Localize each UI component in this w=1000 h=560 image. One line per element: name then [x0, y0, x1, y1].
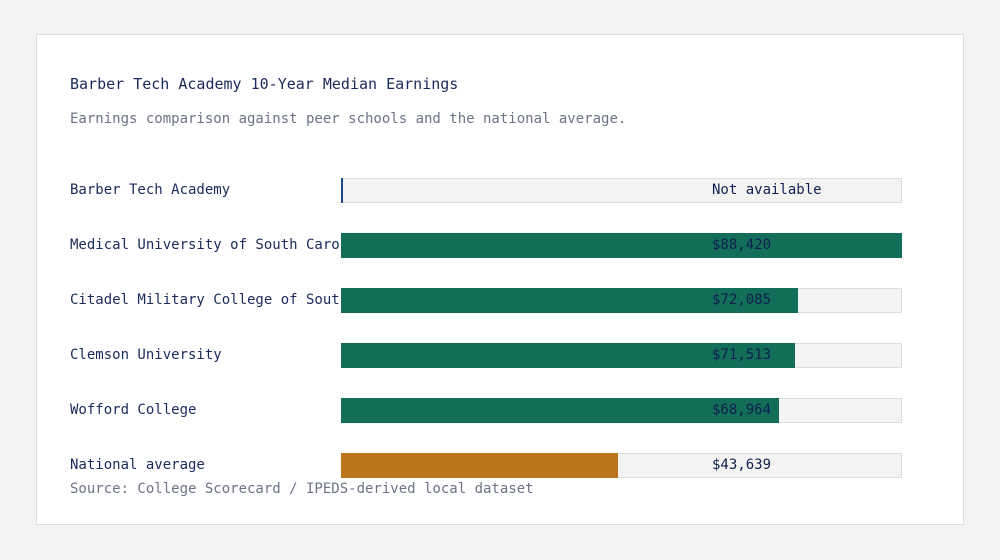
bar-track: Not available [341, 178, 902, 203]
value-label: Not available [712, 182, 822, 198]
chart-subtitle: Earnings comparison against peer schools… [70, 111, 627, 127]
category-label: Wofford College [70, 402, 197, 418]
category-label: National average [70, 457, 205, 473]
earnings-bar [341, 288, 798, 313]
bar-track: $43,639 [341, 453, 902, 478]
bar-rows: Barber Tech Academy Not available Medical … [70, 178, 902, 508]
category-label: Clemson University [70, 347, 222, 363]
earnings-bar [341, 343, 795, 368]
bar-track: $72,085 [341, 288, 902, 313]
chart-source: Source: College Scorecard / IPEDS-derive… [70, 481, 534, 497]
bar-track: $68,964 [341, 398, 902, 423]
earnings-bar [341, 398, 779, 423]
category-label: Barber Tech Academy [70, 182, 231, 198]
national-average-bar [341, 453, 618, 478]
bar-track: $71,513 [341, 343, 902, 368]
category-label: Medical University of South Carolina [70, 237, 341, 253]
category-label: Citadel Military College of South Caroli… [70, 292, 341, 308]
value-label: $71,513 [712, 347, 772, 363]
chart-title: Barber Tech Academy 10-Year Median Earni… [70, 75, 459, 93]
bar-row-national-average: National average $43,639 [70, 453, 902, 478]
bar-row-wofford-college: Wofford College $68,964 [70, 398, 902, 423]
value-label: $68,964 [712, 402, 772, 418]
earnings-bar [341, 233, 902, 258]
bar-track: $88,420 [341, 233, 902, 258]
value-label: $72,085 [712, 292, 772, 308]
value-label: $88,420 [712, 237, 772, 253]
bar-row-barber-tech-academy: Barber Tech Academy Not available [70, 178, 902, 203]
bar-row-medical-university-of-south-carolina: Medical University of South Carolina $88,… [70, 233, 902, 258]
bar-row-citadel-military-college-of-south-carolina: Citadel Military College of South Caroli… [70, 288, 902, 313]
bar-row-clemson-university: Clemson University $71,513 [70, 343, 902, 368]
missing-value-marker [341, 178, 343, 203]
value-label: $43,639 [712, 457, 772, 473]
chart-card: Barber Tech Academy 10-Year Median Earni… [36, 34, 964, 525]
